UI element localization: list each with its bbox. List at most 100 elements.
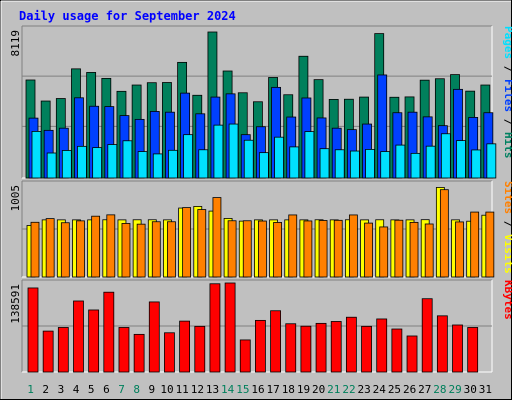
x-tick-label-day-23: 23 (358, 383, 371, 396)
bar-sites-day-1 (30, 221, 40, 278)
bar-kbytes-day-10 (164, 332, 175, 373)
bar-pages-day-15 (243, 139, 254, 179)
bar-pages-day-9 (152, 153, 163, 179)
bar-kbytes-day-13 (209, 283, 221, 373)
bar-kbytes-day-19 (300, 325, 312, 373)
bar-kbytes-day-21 (330, 321, 342, 373)
bar-sites-day-15 (242, 220, 252, 278)
bar-sites-day-9 (151, 221, 161, 278)
y-axis-max-label: 8119 (9, 30, 22, 57)
bar-sites-day-12 (197, 209, 207, 278)
bar-kbytes-day-3 (57, 327, 69, 373)
x-tick-label-day-28: 28 (433, 383, 446, 396)
legend-part: Visits (502, 234, 512, 274)
x-tick-label-day-30: 30 (464, 383, 477, 396)
bar-sites-day-30 (470, 211, 480, 278)
bar-sites-day-28 (439, 189, 449, 278)
bar-pages-day-21 (334, 149, 345, 179)
bar-pages-day-23 (365, 149, 375, 179)
bar-sites-day-13 (212, 197, 222, 278)
bar-pages-day-28 (440, 133, 451, 179)
bar-kbytes-day-16 (255, 319, 266, 373)
bar-kbytes-day-26 (406, 335, 418, 373)
x-tick-label-day-17: 17 (267, 383, 280, 396)
bar-sites-day-20 (318, 220, 328, 278)
x-tick-label-day-4: 4 (73, 383, 80, 396)
bar-pages-day-31 (486, 143, 497, 179)
bar-pages-day-22 (349, 150, 360, 179)
bar-pages-day-30 (471, 149, 482, 179)
bar-sites-day-29 (455, 221, 464, 278)
bar-kbytes-day-1 (27, 287, 39, 373)
bar-kbytes-day-25 (391, 328, 403, 373)
bar-kbytes-day-22 (345, 316, 357, 373)
bar-kbytes-day-9 (148, 301, 160, 373)
panel-visits-sites: 1005 Sites / Visits (9, 180, 512, 278)
bar-kbytes-day-7 (118, 327, 130, 373)
bar-sites-day-10 (167, 221, 176, 278)
series-legend-label: KBytes (502, 280, 512, 320)
x-tick-label-day-7: 7 (118, 383, 125, 396)
legend-part: / (502, 59, 512, 79)
x-tick-label-day-31: 31 (479, 383, 492, 396)
bar-sites-day-2 (45, 218, 55, 278)
bar-sites-day-21 (333, 219, 343, 278)
bar-pages-day-26 (410, 152, 421, 179)
bar-kbytes-day-27 (421, 298, 433, 373)
bar-kbytes-day-8 (133, 333, 145, 373)
x-tick-label-day-2: 2 (42, 383, 49, 396)
bar-pages-day-25 (395, 144, 406, 179)
bar-kbytes-day-12 (194, 325, 206, 373)
bar-pages-day-6 (107, 144, 118, 179)
bar-pages-day-17 (274, 136, 284, 179)
legend-part: Pages (502, 26, 512, 59)
bar-kbytes-day-30 (467, 327, 479, 373)
x-tick-label-day-19: 19 (297, 383, 310, 396)
bar-sites-day-31 (485, 211, 495, 278)
legend-part: KBytes (502, 280, 512, 320)
panel-kbytes: 138591 KBytes (9, 279, 512, 373)
x-tick-label-day-12: 12 (191, 383, 204, 396)
bar-sites-day-27 (424, 223, 434, 278)
x-tick-label-day-21: 21 (327, 383, 340, 396)
bar-pages-day-4 (77, 145, 87, 179)
bar-kbytes-day-20 (315, 322, 327, 373)
x-tick-label-day-8: 8 (133, 383, 140, 396)
bar-pages-day-24 (380, 151, 391, 179)
bar-kbytes-day-14 (224, 282, 236, 373)
bar-pages-day-29 (456, 140, 466, 179)
bar-pages-day-16 (259, 152, 269, 179)
x-tick-label-day-11: 11 (176, 383, 189, 396)
bar-sites-day-7 (121, 223, 131, 278)
bar-pages-day-7 (122, 140, 133, 179)
chart-title: Daily usage for September 2024 (19, 9, 236, 23)
x-tick-label-day-18: 18 (282, 383, 295, 396)
series-legend-label: Pages / Files / Hits (502, 26, 512, 159)
legend-part: Files (502, 79, 512, 112)
bar-sites-day-26 (409, 221, 419, 278)
legend-part: Hits (502, 132, 512, 159)
bar-sites-day-19 (303, 220, 313, 278)
bar-sites-day-3 (60, 222, 70, 278)
bar-sites-day-6 (106, 214, 116, 278)
bar-pages-day-5 (92, 147, 103, 179)
x-tick-label-day-16: 16 (251, 383, 264, 396)
bar-sites-day-14 (227, 220, 237, 278)
x-tick-label-day-5: 5 (88, 383, 95, 396)
legend-part: Sites (502, 181, 512, 214)
bar-pages-day-20 (319, 148, 330, 179)
bar-kbytes-day-24 (376, 318, 388, 373)
legend-part: / (502, 214, 512, 234)
bar-kbytes-day-29 (452, 324, 463, 373)
x-tick-label-day-20: 20 (312, 383, 325, 396)
x-tick-label-day-26: 26 (403, 383, 416, 396)
x-tick-label-day-14: 14 (221, 383, 235, 396)
y-axis-max-label: 138591 (9, 284, 22, 324)
bar-pages-day-12 (198, 149, 209, 179)
bar-sites-day-18 (288, 214, 298, 278)
bar-sites-day-11 (182, 207, 192, 278)
bar-sites-day-4 (76, 220, 85, 278)
bar-pages-day-27 (425, 145, 436, 179)
bar-sites-day-25 (394, 219, 404, 278)
